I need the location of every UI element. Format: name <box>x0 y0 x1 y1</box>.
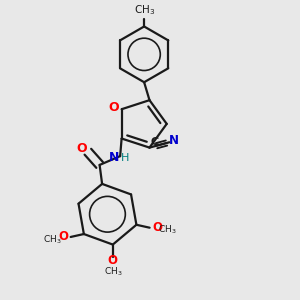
Text: CH$_3$: CH$_3$ <box>134 3 155 17</box>
Text: CH$_3$: CH$_3$ <box>43 233 62 246</box>
Text: H: H <box>121 153 130 163</box>
Text: O: O <box>108 254 118 267</box>
Text: C: C <box>150 137 159 147</box>
Text: N: N <box>169 134 179 147</box>
Text: O: O <box>76 142 87 155</box>
Text: O: O <box>152 221 162 234</box>
Text: O: O <box>108 101 119 114</box>
Text: CH$_3$: CH$_3$ <box>104 265 123 278</box>
Text: CH$_3$: CH$_3$ <box>158 224 177 236</box>
Text: O: O <box>58 230 68 244</box>
Text: N: N <box>109 151 119 164</box>
